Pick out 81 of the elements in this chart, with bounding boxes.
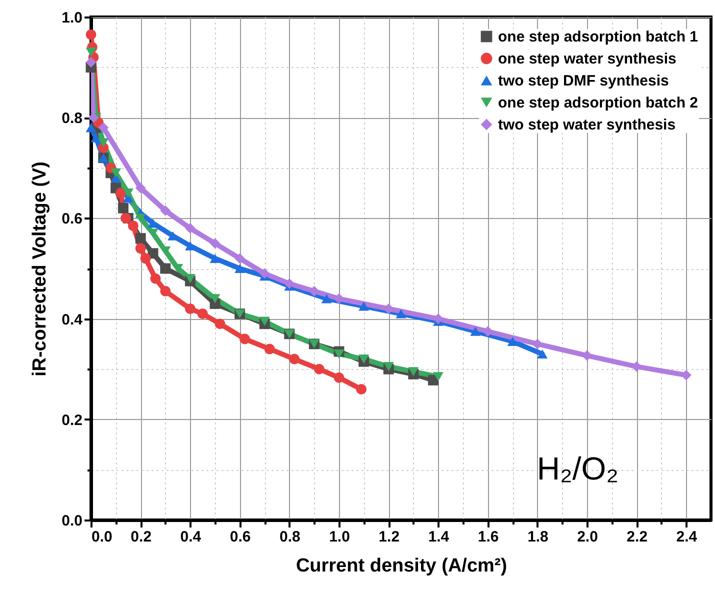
point <box>358 302 370 311</box>
x-tick-label: 1.8 <box>527 528 548 546</box>
point <box>135 243 146 254</box>
x-tick-label: 0.6 <box>230 528 251 546</box>
legend-label: two step water synthesis <box>498 116 676 134</box>
legend-label: one step water synthesis <box>498 50 676 68</box>
point <box>160 205 171 216</box>
point <box>197 308 208 320</box>
point <box>135 182 146 194</box>
y-tick-label: 0.2 <box>62 412 82 429</box>
point <box>259 268 270 279</box>
point <box>234 253 246 264</box>
x-tick-label: 0.8 <box>279 528 300 546</box>
point <box>160 286 171 296</box>
point <box>284 278 295 289</box>
y-tick-label: 0.0 <box>62 512 82 530</box>
point <box>259 316 270 326</box>
y-tick-label: 1.0 <box>62 10 82 26</box>
point <box>88 112 99 123</box>
x-tick-label: 0.0 <box>92 528 112 546</box>
point <box>116 188 126 198</box>
x-tick-label: 1.2 <box>378 528 400 546</box>
point <box>140 253 151 264</box>
point <box>507 336 518 346</box>
point <box>86 57 96 68</box>
point <box>264 344 275 354</box>
point <box>356 384 367 394</box>
point <box>128 220 138 231</box>
point <box>358 354 370 364</box>
point <box>582 350 592 361</box>
legend-label: one step adsorption batch 1 <box>498 28 698 46</box>
point <box>334 349 344 359</box>
point <box>150 273 161 284</box>
point <box>383 362 394 372</box>
x-tick-label: 0.4 <box>180 528 202 546</box>
point <box>334 372 344 383</box>
point <box>135 233 146 244</box>
x-axis-title: Current density (A/cm²) <box>296 556 508 576</box>
point <box>396 309 406 318</box>
legend-label: one step adsorption batch 2 <box>498 94 698 112</box>
x-tick-label: 2.0 <box>577 528 598 546</box>
point <box>135 214 146 223</box>
x-tick-label: 2.4 <box>676 528 698 546</box>
point <box>184 304 196 314</box>
point <box>118 202 128 214</box>
point <box>98 122 109 133</box>
y-axis-title: iR-corrected Voltage (V) <box>30 161 51 377</box>
point <box>289 354 300 364</box>
y-tick-label: 0.6 <box>62 210 82 228</box>
point <box>308 286 320 296</box>
point <box>470 326 481 336</box>
annotation: H₂/O₂ <box>536 450 619 487</box>
point <box>210 254 220 263</box>
y-tick-label: 0.8 <box>62 110 82 128</box>
point <box>240 334 250 344</box>
x-tick-label: 1.0 <box>329 528 350 546</box>
point <box>408 367 419 376</box>
point <box>314 364 324 374</box>
x-tick-label: 1.4 <box>428 528 450 546</box>
x-tick-label: 0.2 <box>130 528 152 546</box>
point <box>184 241 196 250</box>
x-tick-label: 1.6 <box>478 528 499 546</box>
point <box>214 318 226 330</box>
point <box>86 48 96 57</box>
point <box>184 274 196 284</box>
point <box>160 263 171 274</box>
point <box>98 138 109 148</box>
x-tick-label: 2.2 <box>626 528 648 546</box>
y-tick-label: 0.4 <box>62 311 84 328</box>
point <box>432 372 444 382</box>
point <box>537 349 548 359</box>
point <box>321 294 332 304</box>
point <box>234 264 246 274</box>
point <box>110 168 122 178</box>
point <box>210 238 220 249</box>
point <box>120 212 131 224</box>
point <box>86 123 96 132</box>
point <box>184 223 196 234</box>
point <box>86 29 96 40</box>
legend-label: two step DMF synthesis <box>498 72 669 90</box>
point <box>122 188 134 198</box>
